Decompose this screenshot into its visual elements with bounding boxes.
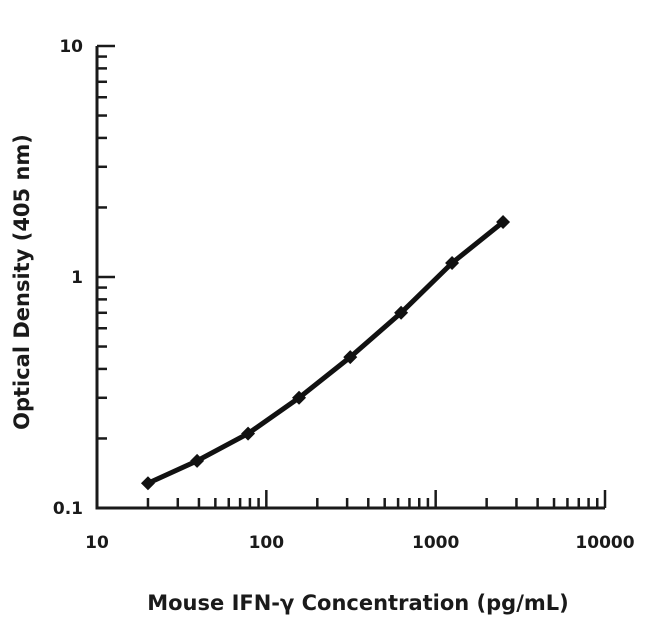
axes bbox=[95, 44, 607, 510]
data-point-marker bbox=[190, 453, 205, 468]
y-axis-title: Optical Density (405 nm) bbox=[10, 134, 34, 430]
plot-area bbox=[140, 215, 511, 491]
x-axis-title: Mouse IFN-γ Concentration (pg/mL) bbox=[147, 591, 569, 615]
series-line bbox=[146, 220, 505, 486]
data-point-marker bbox=[241, 426, 256, 441]
x-tick-label: 1000 bbox=[412, 533, 459, 553]
data-point-marker bbox=[394, 305, 409, 320]
y-tick-label: 0.1 bbox=[53, 499, 83, 519]
data-point-marker bbox=[140, 476, 155, 491]
y-tick-label: 1 bbox=[71, 268, 83, 288]
data-point-marker bbox=[496, 215, 511, 230]
data-point-marker bbox=[343, 350, 358, 365]
y-tick-label: 10 bbox=[59, 37, 83, 57]
tick-labels: 0.1 1 10 10 100 1000 10000 bbox=[53, 37, 635, 553]
data-point-marker bbox=[445, 255, 460, 270]
x-tick-label: 10 bbox=[85, 533, 109, 553]
x-tick-label: 100 bbox=[249, 533, 285, 553]
data-point-marker bbox=[292, 390, 307, 405]
x-tick-label: 10000 bbox=[575, 533, 634, 553]
